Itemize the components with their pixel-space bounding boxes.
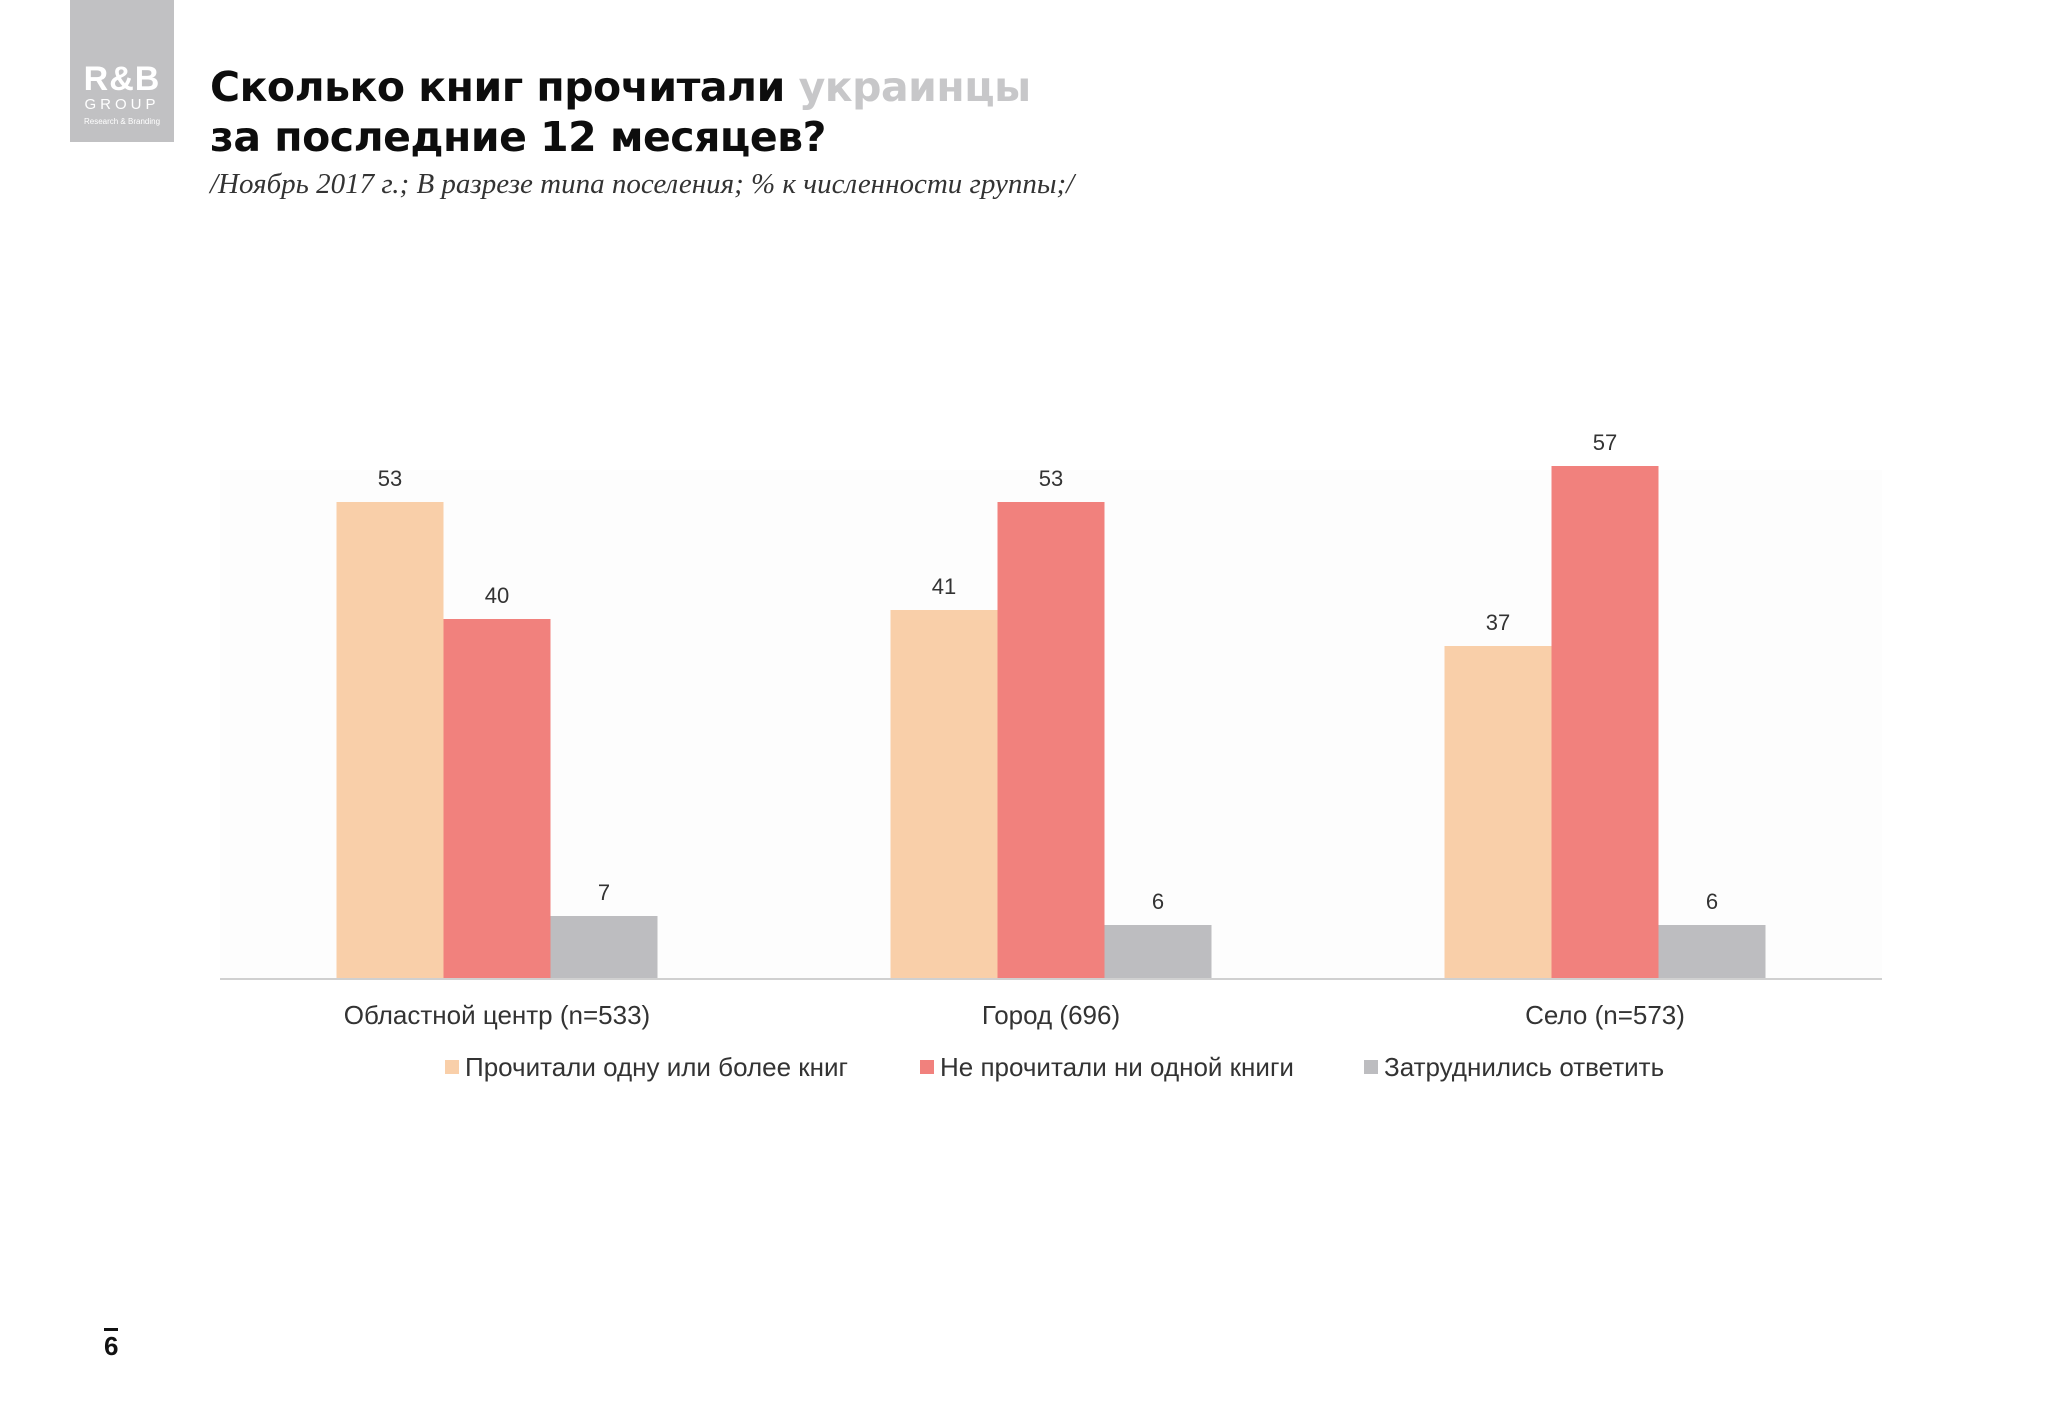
logo-sub-text: GROUP [84,96,160,113]
data-label: 40 [485,583,509,608]
bar [443,619,551,979]
bar [890,610,998,979]
logo-main-text: R&B [83,60,161,98]
legend-label: Затруднились ответить [1384,1052,1664,1082]
title-line-2: за последние 12 месяцев? [210,113,826,161]
page-number: 6 [104,1328,119,1359]
legend-label: Прочитали одну или более книг [465,1052,848,1082]
logo-tagline: Research & Branding [83,117,161,126]
bar [1658,925,1766,979]
category-label: Областной центр (n=533) [344,1000,650,1030]
company-logo: R&B GROUP Research & Branding [70,0,174,142]
bar [1551,466,1659,979]
data-label: 6 [1706,889,1718,914]
data-label: 7 [598,880,610,905]
bar [1104,925,1212,979]
page-title: Сколько книг прочитали украинцы за после… [210,62,1031,162]
legend-label: Не прочитали ни одной книги [940,1052,1294,1082]
data-label: 53 [378,466,402,491]
title-accent: украинцы [798,63,1032,111]
data-label: 53 [1039,466,1063,491]
legend-swatch [1364,1060,1378,1074]
data-label: 6 [1152,889,1164,914]
bar [550,916,658,979]
legend-swatch [920,1060,934,1074]
data-label: 37 [1486,610,1510,635]
title-part-1: Сколько книг прочитали [210,63,799,111]
bar [997,502,1105,979]
category-label: Село (n=573) [1525,1000,1685,1030]
category-label: Город (696) [982,1000,1120,1030]
data-label: 41 [932,574,956,599]
data-label: 57 [1593,430,1617,455]
bar [336,502,444,979]
bar [1444,646,1552,979]
chart-subtitle: /Ноябрь 2017 г.; В разрезе типа поселени… [210,168,1075,200]
legend-swatch [445,1060,459,1074]
